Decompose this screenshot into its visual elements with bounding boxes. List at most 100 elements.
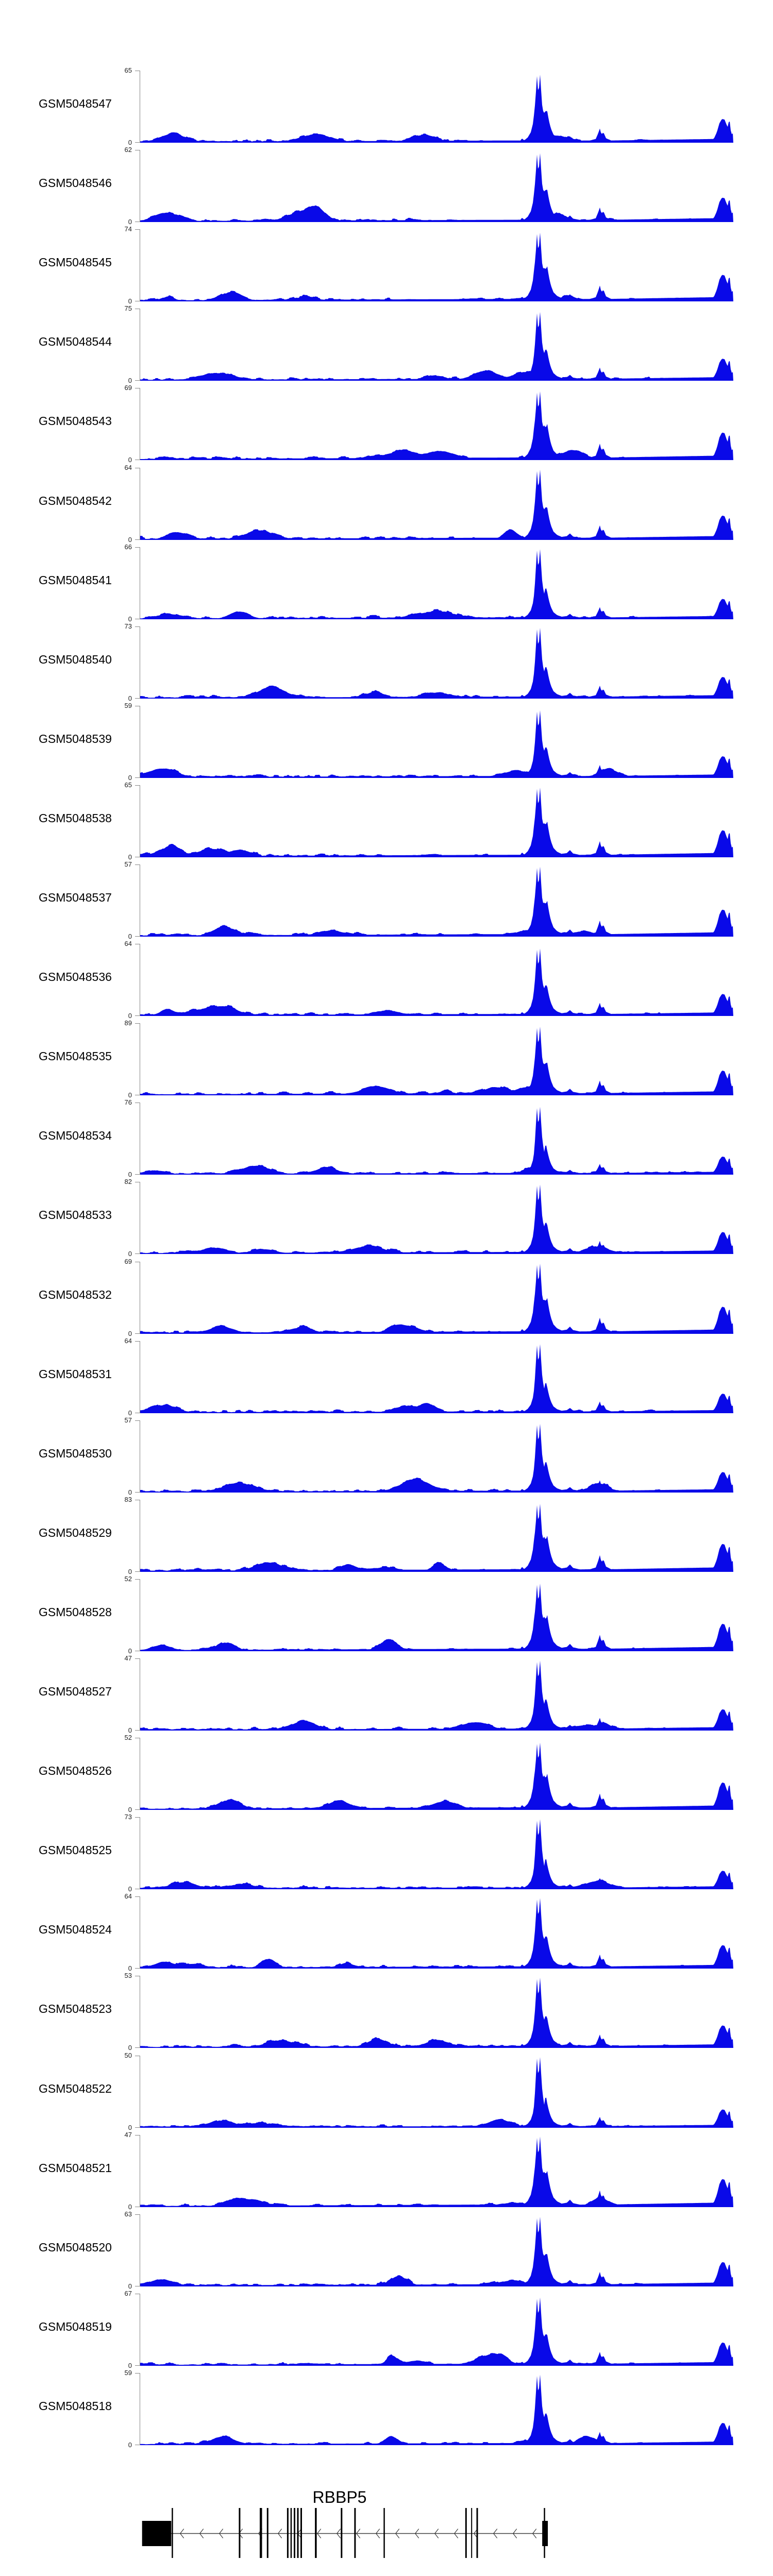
yaxis-zero-label: 0 (128, 2044, 132, 2052)
gene-name-label: RBBP5 (312, 2488, 367, 2506)
exon-mark (476, 2508, 478, 2558)
yaxis-max-label: 67 (124, 2289, 132, 2297)
coverage-signal (140, 1819, 733, 1890)
coverage-signal (140, 867, 733, 937)
yaxis-max-label: 47 (124, 2130, 132, 2139)
coverage-signal (140, 710, 733, 778)
strand-arrow-left-icon (395, 2529, 400, 2538)
strand-arrow-left-icon (356, 2529, 361, 2538)
yaxis-zero-label: 0 (128, 694, 132, 702)
strand-arrow-left-icon (415, 2529, 419, 2538)
strand-arrow-left-icon (434, 2529, 439, 2538)
strand-arrow-left-icon (337, 2529, 341, 2538)
coverage-signal-path (140, 787, 733, 857)
coverage-signal (140, 2057, 733, 2128)
gene-model-svg (142, 2508, 548, 2558)
exon-mark (471, 2508, 473, 2558)
yaxis-bracket (135, 71, 140, 143)
coverage-signal (140, 628, 733, 699)
strand-arrow-left-icon (474, 2529, 478, 2538)
track-sample-label: GSM5048536 (39, 970, 112, 984)
coverage-signal-path (140, 1263, 733, 1334)
coverage-signal (140, 1423, 733, 1493)
coverage-signal-path (140, 628, 733, 699)
yaxis-max-label: 65 (124, 781, 132, 789)
coverage-signal-path (140, 1898, 733, 1969)
yaxis-max-label: 47 (124, 1654, 132, 1662)
coverage-signal-path (140, 710, 733, 778)
coverage-signal-path (140, 1184, 733, 1255)
exon-mark (315, 2508, 317, 2558)
coverage-signal-path (140, 1742, 733, 1810)
coverage-signal (140, 787, 733, 857)
track-sample-label: GSM5048521 (39, 2161, 112, 2175)
coverage-signal (140, 2136, 733, 2207)
yaxis-max-label: 64 (124, 463, 132, 471)
track-sample-label: GSM5048527 (39, 1685, 112, 1698)
yaxis-zero-label: 0 (128, 1726, 132, 1734)
yaxis-bracket (135, 626, 140, 699)
coverage-signal-path (140, 1503, 733, 1572)
yaxis-zero-label: 0 (128, 615, 132, 623)
yaxis-max-label: 63 (124, 2210, 132, 2218)
coverage-signal (140, 1977, 733, 2048)
strand-arrow-left-icon (219, 2529, 224, 2538)
yaxis-bracket (135, 2293, 140, 2366)
yaxis-max-label: 59 (124, 701, 132, 709)
track-sample-label: GSM5048530 (39, 1446, 112, 1460)
track-sample-label: GSM5048526 (39, 1764, 112, 1778)
track-sample-label: GSM5048525 (39, 1843, 112, 1857)
yaxis-max-label: 74 (124, 225, 132, 233)
exon-mark (341, 2508, 343, 2558)
yaxis-max-label: 69 (124, 1257, 132, 1265)
yaxis-zero-label: 0 (128, 456, 132, 464)
coverage-signal-path (140, 1660, 733, 1731)
exon-mark (354, 2508, 356, 2558)
track-sample-label: GSM5048541 (39, 573, 112, 587)
utr-box (142, 2521, 172, 2546)
yaxis-max-label: 62 (124, 146, 132, 154)
yaxis-zero-label: 0 (128, 297, 132, 306)
coverage-signal-path (140, 1344, 733, 1413)
coverage-signal (140, 232, 733, 302)
yaxis-max-label: 89 (124, 1019, 132, 1027)
strand-arrow-left-icon (317, 2529, 322, 2538)
strand-arrow-left-icon (180, 2529, 184, 2538)
yaxis-bracket (135, 1976, 140, 2048)
exon-mark (172, 2508, 173, 2558)
yaxis-max-label: 52 (124, 1734, 132, 1742)
yaxis-bracket (135, 1341, 140, 1413)
yaxis-max-label: 57 (124, 860, 132, 868)
yaxis-zero-label: 0 (128, 218, 132, 226)
yaxis-bracket (135, 2214, 140, 2286)
track-sample-label: GSM5048533 (39, 1208, 112, 1222)
track-sample-label: GSM5048545 (39, 256, 112, 269)
strand-arrow-left-icon (278, 2529, 282, 2538)
track-sample-label: GSM5048537 (39, 891, 112, 904)
track-sample-label: GSM5048519 (39, 2319, 112, 2333)
yaxis-max-label: 64 (124, 1336, 132, 1345)
yaxis-bracket (135, 1023, 140, 1096)
coverage-signal-path (140, 75, 733, 143)
yaxis-zero-label: 0 (128, 1964, 132, 1973)
yaxis-zero-label: 0 (128, 853, 132, 861)
track-sample-label: GSM5048518 (39, 2399, 112, 2413)
yaxis-zero-label: 0 (128, 1488, 132, 1496)
track-sample-label: GSM5048528 (39, 1605, 112, 1619)
track-sample-label: GSM5048523 (39, 2002, 112, 2016)
coverage-signal (140, 948, 733, 1016)
coverage-signal (140, 1107, 733, 1175)
yaxis-bracket (135, 944, 140, 1016)
coverage-signal (140, 1898, 733, 1969)
yaxis-zero-label: 0 (128, 2441, 132, 2449)
track-sample-label: GSM5048520 (39, 2240, 112, 2254)
coverage-signal (140, 1263, 733, 1334)
exon-mark (290, 2508, 292, 2558)
yaxis-max-label: 75 (124, 304, 132, 313)
track-sample-label: GSM5048532 (39, 1287, 112, 1301)
coverage-signal-path (140, 1819, 733, 1890)
coverage-signal-path (140, 549, 733, 619)
coverage-signal-path (140, 469, 733, 540)
track-sample-label: GSM5048543 (39, 414, 112, 428)
yaxis-bracket (135, 1896, 140, 1969)
